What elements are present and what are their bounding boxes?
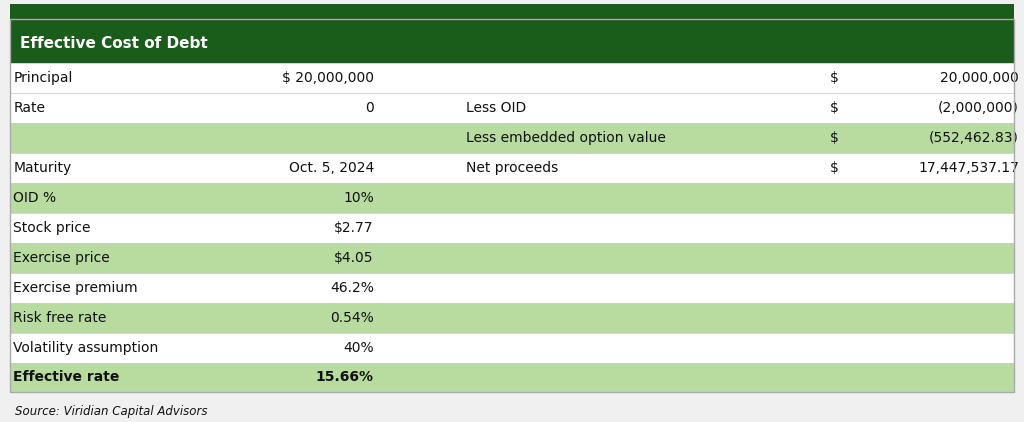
Text: 17,447,537.17: 17,447,537.17 [918,161,1019,175]
Bar [10,243,1014,273]
Text: Less embedded option value: Less embedded option value [466,131,666,145]
Bar [10,153,1014,183]
Bar [10,213,1014,243]
Text: $2.77: $2.77 [334,221,374,235]
Text: 10%: 10% [343,191,374,205]
Bar [10,63,1014,93]
Text: (552,462.83): (552,462.83) [929,131,1019,145]
Text: Less OID: Less OID [466,101,526,115]
Text: Principal: Principal [13,71,73,85]
Bar [10,19,1014,392]
Text: Risk free rate: Risk free rate [13,311,106,325]
Text: Exercise premium: Exercise premium [13,281,138,295]
Text: $4.05: $4.05 [334,251,374,265]
Text: OID %: OID % [13,191,56,205]
Bar [10,333,1014,362]
Bar [10,93,1014,123]
Text: 0.54%: 0.54% [330,311,374,325]
Bar [10,4,1014,19]
Bar [10,19,1014,63]
Text: 20,000,000: 20,000,000 [940,71,1019,85]
Text: Effective Cost of Debt: Effective Cost of Debt [20,36,208,51]
Text: 15.66%: 15.66% [315,371,374,384]
Text: $: $ [829,161,839,175]
Text: Net proceeds: Net proceeds [466,161,558,175]
Bar [10,303,1014,333]
Text: $: $ [829,71,839,85]
Text: 46.2%: 46.2% [330,281,374,295]
Text: Source: Viridian Capital Advisors: Source: Viridian Capital Advisors [15,405,208,418]
Text: Volatility assumption: Volatility assumption [13,341,159,354]
Text: Oct. 5, 2024: Oct. 5, 2024 [289,161,374,175]
Text: Maturity: Maturity [13,161,72,175]
Text: Rate: Rate [13,101,45,115]
Bar [10,123,1014,153]
Bar [10,273,1014,303]
Bar [10,362,1014,392]
Text: Stock price: Stock price [13,221,91,235]
Text: $ 20,000,000: $ 20,000,000 [282,71,374,85]
Text: $: $ [829,131,839,145]
Text: Effective rate: Effective rate [13,371,120,384]
Text: 0: 0 [365,101,374,115]
Text: (2,000,000): (2,000,000) [938,101,1019,115]
Text: Exercise price: Exercise price [13,251,110,265]
Text: $: $ [829,101,839,115]
Bar [10,183,1014,213]
Text: 40%: 40% [343,341,374,354]
